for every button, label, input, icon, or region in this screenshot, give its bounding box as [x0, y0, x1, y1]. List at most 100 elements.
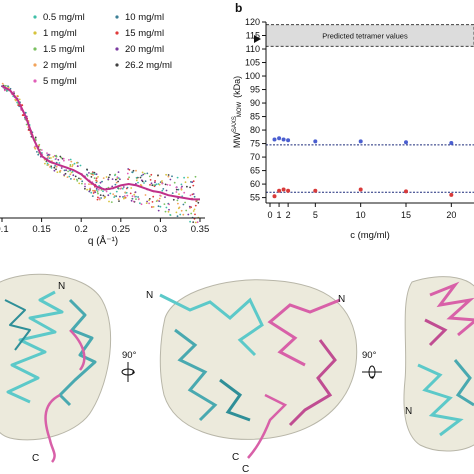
- saxs-point: [109, 173, 111, 176]
- saxs-point: [55, 154, 58, 157]
- saxs-point: [180, 209, 183, 212]
- b-y-tick-label: 85: [250, 112, 260, 122]
- saxs-point: [137, 198, 140, 201]
- saxs-point: [124, 191, 127, 194]
- saxs-point: [190, 181, 192, 183]
- chain-a-left: [4, 290, 97, 407]
- b-point: [286, 138, 291, 143]
- legend-label: 1 mg/ml: [43, 28, 77, 39]
- b-point: [277, 188, 282, 193]
- saxs-point: [154, 181, 156, 184]
- saxs-point: [25, 123, 28, 126]
- panel-a: 0.1 0.15 0.2 0.25 0.3 0.35 q (Å⁻¹) 0.5 mg/ml 1…: [0, 12, 209, 247]
- legend-entry: 1.5 mg/ml: [33, 44, 85, 55]
- saxs-point: [168, 203, 171, 206]
- saxs-point: [76, 165, 79, 168]
- saxs-point: [130, 187, 133, 189]
- saxs-point: [93, 171, 96, 174]
- legend-entry: 15 mg/ml: [115, 28, 164, 39]
- b-y-tick-label: 120: [245, 17, 260, 27]
- saxs-point: [34, 136, 37, 139]
- saxs-point: [176, 215, 179, 218]
- saxs-point: [90, 172, 92, 175]
- ribbon-m6: [247, 393, 288, 459]
- saxs-point: [175, 211, 178, 214]
- saxs-scatter-points: [1, 82, 200, 224]
- saxs-point: [177, 207, 180, 210]
- chain-b-right: [424, 281, 474, 347]
- rotation-label-2: 90°: [362, 350, 377, 361]
- saxs-point: [81, 180, 84, 183]
- saxs-point: [137, 196, 140, 198]
- saxs-point: [97, 176, 99, 178]
- saxs-point: [5, 84, 7, 87]
- saxs-point: [65, 169, 67, 172]
- legend-swatch: [33, 63, 37, 67]
- legend-entry: 26.2 mg/ml: [115, 60, 172, 71]
- legend-swatch: [33, 47, 37, 51]
- saxs-point: [141, 171, 144, 174]
- saxs-point: [90, 191, 93, 194]
- saxs-point: [166, 183, 169, 186]
- legend-label: 26.2 mg/ml: [125, 60, 172, 71]
- saxs-point: [37, 153, 40, 156]
- envelope-right: [403, 276, 474, 452]
- b-point: [272, 194, 277, 199]
- predicted-tetramer-label: Predicted tetramer values: [322, 32, 408, 41]
- saxs-point: [125, 191, 128, 194]
- saxs-point: [94, 189, 96, 192]
- saxs-point: [161, 182, 164, 185]
- saxs-point: [159, 205, 162, 208]
- saxs-point: [68, 175, 71, 178]
- saxs-point: [79, 164, 82, 167]
- saxs-point: [121, 187, 124, 190]
- saxs-point: [75, 161, 78, 164]
- saxs-point: [72, 174, 75, 177]
- b-y-label-unit: (kDa): [232, 76, 242, 98]
- saxs-point: [74, 175, 77, 178]
- a-x-tick-label: 0.25: [112, 224, 131, 235]
- saxs-point: [103, 197, 106, 199]
- saxs-point: [78, 177, 80, 180]
- saxs-point: [123, 195, 126, 197]
- b-y-tick-label: 80: [250, 125, 260, 135]
- b-point: [358, 139, 363, 144]
- saxs-point: [194, 175, 197, 178]
- saxs-point: [117, 198, 120, 201]
- ribbon-r1: [429, 281, 474, 337]
- ribbon-m4: [267, 298, 341, 367]
- saxs-point: [194, 204, 197, 207]
- saxs-point: [69, 165, 72, 168]
- label-c-middle-bottom: C: [242, 464, 249, 474]
- saxs-point: [163, 203, 166, 206]
- saxs-point: [95, 187, 98, 190]
- saxs-point: [175, 188, 178, 191]
- b-point: [313, 188, 318, 193]
- b-y-label-main: MW: [232, 132, 242, 148]
- saxs-point: [132, 169, 135, 172]
- ribbon-a1: [6, 290, 64, 404]
- saxs-point: [97, 188, 100, 191]
- ribbon-r2: [424, 318, 448, 347]
- saxs-point: [180, 187, 183, 189]
- saxs-point: [177, 202, 179, 205]
- legend-label: 15 mg/ml: [125, 28, 164, 39]
- saxs-point: [158, 183, 161, 186]
- b-y-tick-label: 115: [246, 31, 260, 41]
- saxs-point: [192, 193, 195, 195]
- saxs-point: [184, 201, 187, 204]
- saxs-point: [189, 186, 192, 189]
- saxs-point: [16, 101, 18, 104]
- panel-structures: N C 90° N N C C: [0, 273, 474, 474]
- saxs-point: [187, 213, 190, 216]
- legend-entry: 20 mg/ml: [115, 44, 164, 55]
- saxs-point: [137, 181, 139, 184]
- saxs-point: [135, 169, 137, 172]
- saxs-point: [148, 202, 151, 205]
- saxs-point: [34, 137, 37, 140]
- saxs-point: [181, 185, 183, 188]
- b-x-tick-label: 0: [267, 210, 272, 220]
- saxs-point: [69, 173, 72, 176]
- saxs-point: [151, 206, 153, 208]
